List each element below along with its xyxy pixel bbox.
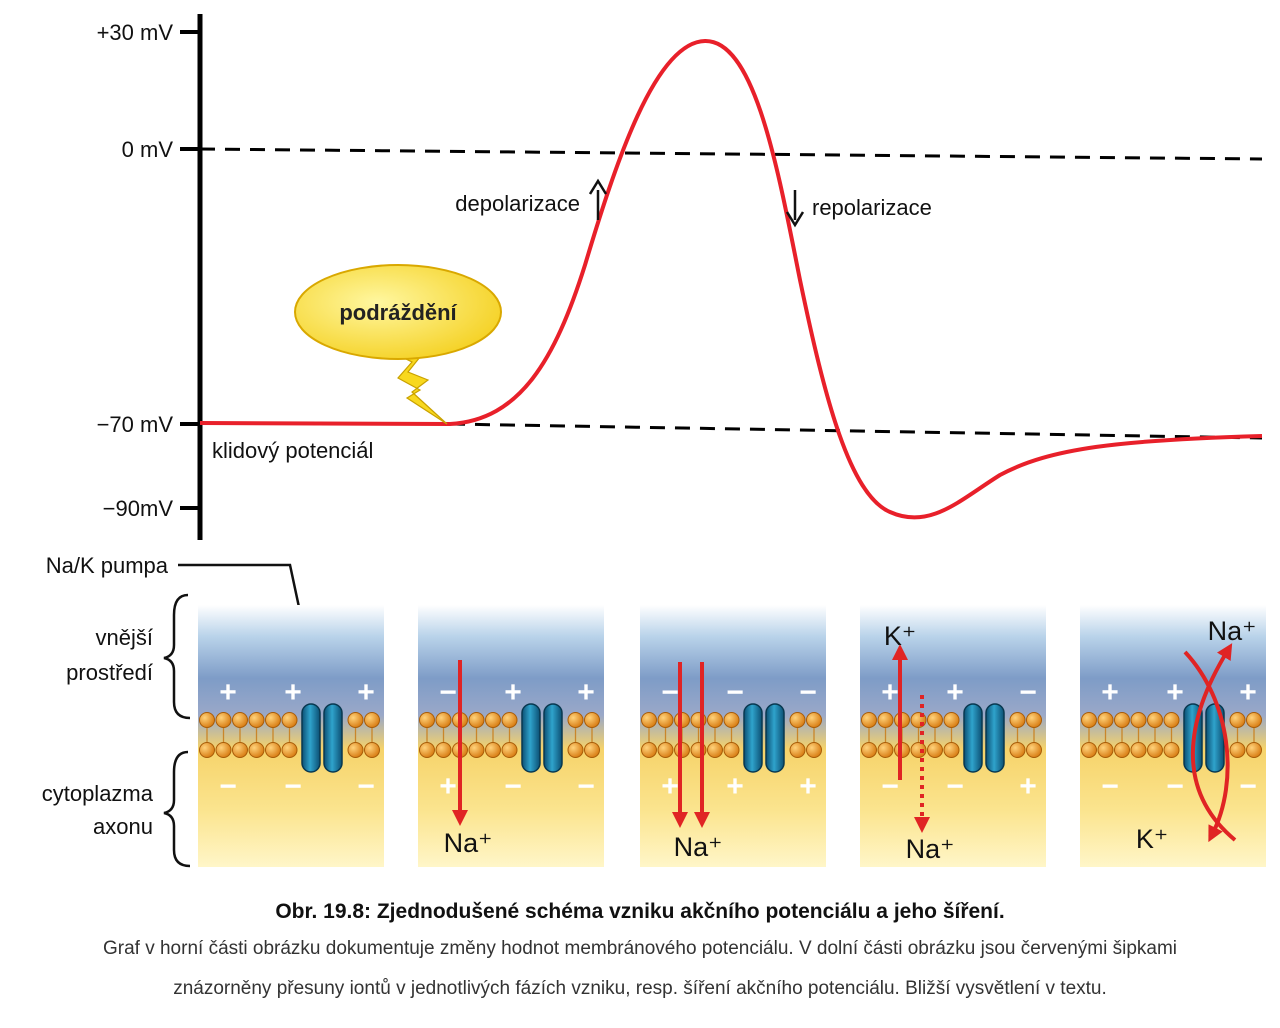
outer-label-line2: prostředí xyxy=(66,660,153,685)
pump-label: Na/K pumpa xyxy=(46,553,169,578)
stimulus-label: podráždění xyxy=(339,300,457,325)
charge-sign: − xyxy=(219,770,237,803)
membrane-panel-1: + + + − − − xyxy=(198,605,384,867)
y-label-minus90: −90mV xyxy=(103,496,174,521)
charge-sign: + xyxy=(799,770,817,803)
charge-sign: − xyxy=(661,676,679,709)
charge-sign: − xyxy=(799,676,817,709)
charge-sign: − xyxy=(1019,676,1037,709)
charge-sign: + xyxy=(1166,676,1184,709)
resting-potential-label: klidový potenciál xyxy=(212,438,373,463)
charge-sign: + xyxy=(1239,676,1257,709)
ion-channel xyxy=(521,703,563,773)
charge-sign: − xyxy=(881,770,899,803)
ion-label-na: Na⁺ xyxy=(906,834,955,864)
membrane-panel-4: + + − − − + xyxy=(860,605,1046,867)
na-crossing-arrow xyxy=(1183,650,1230,843)
graph-axes xyxy=(180,14,1263,540)
charge-sign: − xyxy=(284,770,302,803)
inner-label-line1: cytoplazma xyxy=(42,781,154,806)
charge-sign: − xyxy=(726,676,744,709)
membrane-potential-trace xyxy=(199,38,1263,520)
charge-sign: + xyxy=(661,770,679,803)
caption-line-2: znázorněny přesuny iontů v jednotlivých … xyxy=(173,978,1107,999)
ion-channel xyxy=(301,703,343,773)
ion-label-k: K⁺ xyxy=(1136,824,1168,854)
lipid-bilayer xyxy=(199,712,380,758)
inner-brace xyxy=(163,750,191,868)
lipid-bilayer xyxy=(419,712,600,758)
depolarization-label: depolarizace xyxy=(455,191,580,216)
membrane-panel-3: − − − + + + xyxy=(640,605,826,867)
membrane-panel-2: − + + + − − xyxy=(418,605,604,867)
charge-sign: + xyxy=(357,676,375,709)
y-axis-labels: +30 mV 0 mV −70 mV −90mV xyxy=(97,20,174,521)
charge-sign: + xyxy=(577,676,595,709)
stimulus-bubble: podráždění xyxy=(294,264,502,425)
ion-channel xyxy=(963,703,1005,773)
charge-sign: − xyxy=(357,770,375,803)
charge-sign: − xyxy=(1101,770,1119,803)
depolarization-up-arrow xyxy=(588,178,608,220)
charge-sign: + xyxy=(1019,770,1037,803)
charge-sign: + xyxy=(219,676,237,709)
charge-sign: + xyxy=(284,676,302,709)
charge-sign: − xyxy=(1239,770,1257,803)
caption-line-1: Graf v horní části obrázku dokumentuje z… xyxy=(102,938,1178,959)
charge-sign: + xyxy=(504,676,522,709)
y-label-minus70: −70 mV xyxy=(97,412,174,437)
charge-sign: + xyxy=(881,676,899,709)
charge-sign: + xyxy=(726,770,744,803)
y-label-plus30: +30 mV xyxy=(97,20,174,45)
membrane-panel-5: + + + − − − xyxy=(1080,605,1266,867)
charge-sign: − xyxy=(504,770,522,803)
k-crossing-arrow xyxy=(1190,643,1237,842)
ion-channel xyxy=(743,703,785,773)
charge-sign: − xyxy=(577,770,595,803)
inner-label-line2: axonu xyxy=(93,814,153,839)
outer-brace xyxy=(163,593,191,720)
charge-sign: − xyxy=(1166,770,1184,803)
ion-label-na: Na⁺ xyxy=(444,828,493,858)
lightning-icon xyxy=(390,344,448,425)
charge-sign: + xyxy=(439,770,457,803)
ion-label-na: Na⁺ xyxy=(1208,616,1257,646)
repolarization-label: repolarizace xyxy=(812,195,932,220)
caption-title: Obr. 19.8: Zjednodušené schéma vzniku ak… xyxy=(275,900,1005,923)
membrane-panels: + + +− − −− + ++ − −− − −+ + ++ + −− − ++ + +− − −Na⁺ Na⁺K⁺Na… xyxy=(198,605,1266,867)
repolarization-down-arrow xyxy=(785,190,805,228)
charge-sign: + xyxy=(946,676,964,709)
ion-label-k: K⁺ xyxy=(884,621,916,651)
y-label-0: 0 mV xyxy=(122,137,174,162)
outer-label-line1: vnější xyxy=(96,625,153,650)
zero-dashed-line xyxy=(199,147,1263,161)
action-potential-figure: +30 mV 0 mV −70 mV −90mV klidový potenci… xyxy=(42,14,1266,868)
ion-label-na: Na⁺ xyxy=(674,832,723,862)
charge-sign: + xyxy=(1101,676,1119,709)
charge-sign: − xyxy=(946,770,964,803)
charge-sign: − xyxy=(439,676,457,709)
lipid-bilayer xyxy=(1081,712,1262,758)
resting-dashed-line xyxy=(449,422,1263,440)
